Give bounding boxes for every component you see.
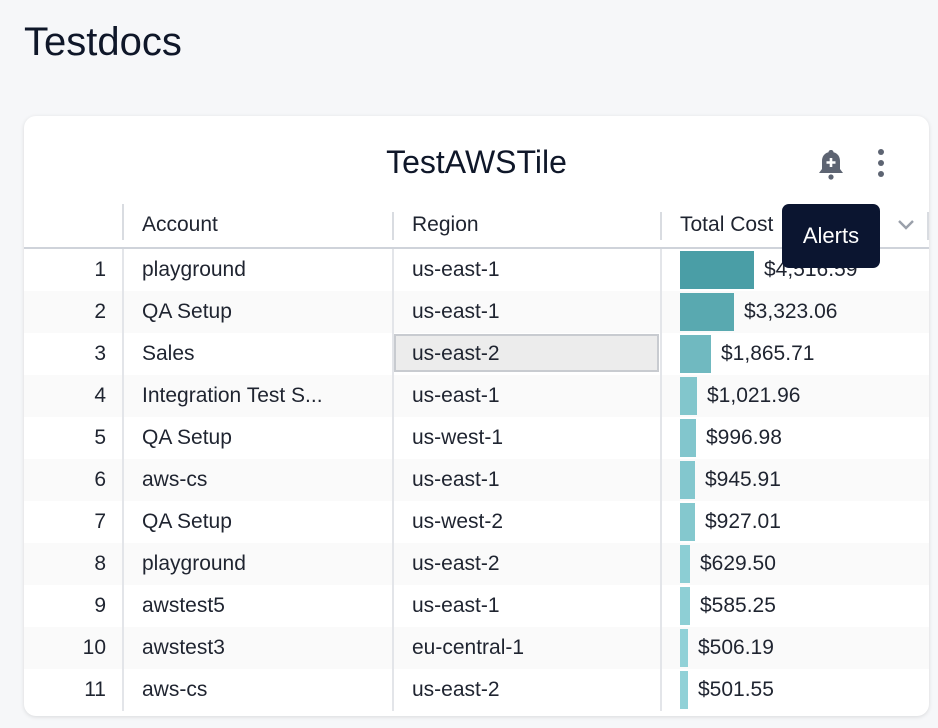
total-cost-cell[interactable]: $585.25 [680,587,776,625]
region-cell[interactable]: us-east-1 [412,594,500,617]
cost-value: $996.98 [706,426,782,449]
column-header-total-cost[interactable]: Total Cost [680,213,774,236]
total-cost-cell[interactable]: $1,865.71 [680,335,814,373]
cost-value: $3,323.06 [744,300,838,323]
cost-value: $506.19 [698,636,774,659]
account-cell[interactable]: playground [142,258,246,281]
account-cell[interactable]: aws-cs [142,468,208,491]
region-cell[interactable]: us-west-1 [412,426,504,449]
cost-bar [680,335,711,373]
cost-bar [680,587,690,625]
total-cost-cell[interactable]: $996.98 [680,419,782,457]
region-cell[interactable]: us-east-2 [412,552,500,575]
region-cell[interactable]: eu-central-1 [412,636,525,659]
table-row[interactable]: 11 aws-cs us-east-2 $501.55 [24,669,929,711]
region-cell[interactable]: us-east-1 [412,300,500,323]
table-row[interactable]: 8 playground us-east-2 $629.50 [24,543,929,585]
cost-bar [680,545,690,583]
account-cell[interactable]: aws-cs [142,678,208,701]
table-header: Account Region Total Cost [24,204,929,249]
tile-title: TestAWSTile [386,144,567,180]
region-cell[interactable]: us-east-1 [412,468,500,491]
cost-value: $945.91 [705,468,781,491]
cost-bar [680,419,696,457]
selected-cell [394,334,659,372]
cost-table: Account Region Total Cost 1 playground us-… [24,204,929,711]
total-cost-cell[interactable]: $927.01 [680,503,781,541]
cost-value: $1,865.71 [721,342,815,365]
region-cell[interactable]: us-east-1 [412,384,500,407]
table-row[interactable]: 6 aws-cs us-east-1 $945.91 [24,459,929,501]
total-cost-cell[interactable]: $506.19 [680,629,774,667]
table-row[interactable]: 7 QA Setup us-west-2 $927.01 [24,501,929,543]
row-index: 5 [94,426,106,449]
total-cost-cell[interactable]: $3,323.06 [680,293,837,331]
account-cell[interactable]: QA Setup [142,426,232,449]
row-index: 2 [94,300,106,323]
row-index: 4 [94,384,106,407]
column-header-account[interactable]: Account [142,213,218,236]
row-index: 6 [94,468,106,491]
cost-value: $927.01 [705,510,781,533]
page-title: Testdocs [24,20,182,64]
table-row[interactable]: 5 QA Setup us-west-1 $996.98 [24,417,929,459]
total-cost-cell[interactable]: $629.50 [680,545,776,583]
cost-value: $1,021.96 [707,384,801,407]
account-cell[interactable]: playground [142,552,246,575]
cost-value: $629.50 [700,552,776,575]
cost-bar [680,629,688,667]
row-index: 10 [82,636,106,659]
row-index: 11 [84,678,106,701]
cost-bar [680,671,688,709]
total-cost-cell[interactable]: $945.91 [680,461,781,499]
total-cost-cell[interactable]: $501.55 [680,671,774,709]
region-cell[interactable]: us-east-2 [412,342,500,365]
bell-plus-icon[interactable] [816,148,846,187]
region-cell[interactable]: us-east-2 [412,678,500,701]
column-header-region[interactable]: Region [412,213,479,236]
table-row[interactable]: 1 playground us-east-1 $4,516.59 [24,249,929,291]
account-cell[interactable]: Sales [142,342,195,365]
cost-bar [680,503,695,541]
table-row[interactable]: 10 awstest3 eu-central-1 $506.19 [24,627,929,669]
table-row[interactable]: 4 Integration Test S... us-east-1 $1,021.96 [24,375,929,417]
region-cell[interactable]: us-east-1 [412,258,500,281]
account-cell[interactable]: QA Setup [142,300,232,323]
account-cell[interactable]: awstest3 [142,636,225,659]
cost-value: $585.25 [700,594,776,617]
account-cell[interactable]: awstest5 [142,594,225,617]
region-cell[interactable]: us-west-2 [412,510,504,533]
table-row[interactable]: 2 QA Setup us-east-1 $3,323.06 [24,291,929,333]
cost-bar [680,461,695,499]
row-index: 9 [94,594,106,617]
alerts-tooltip: Alerts [782,204,880,268]
cost-bar [680,293,734,331]
more-vertical-icon[interactable] [874,148,888,183]
tile-card: TestAWSTile Account Region Total Cost 1 p… [24,116,929,716]
account-cell[interactable]: QA Setup [142,510,232,533]
table-body: 1 playground us-east-1 $4,516.59 2 QA Setup us… [24,249,929,711]
cost-bar [680,251,754,289]
row-index: 7 [94,510,106,533]
cost-bar [680,377,697,415]
row-index: 3 [94,342,106,365]
cost-value: $501.55 [698,678,774,701]
chevron-down-icon[interactable] [896,218,916,237]
account-cell[interactable]: Integration Test S... [142,384,323,407]
row-index: 8 [94,552,106,575]
table-row[interactable]: 3 Sales us-east-2 $1,865.71 [24,333,929,375]
row-index: 1 [94,258,106,281]
total-cost-cell[interactable]: $1,021.96 [680,377,800,415]
table-row[interactable]: 9 awstest5 us-east-1 $585.25 [24,585,929,627]
